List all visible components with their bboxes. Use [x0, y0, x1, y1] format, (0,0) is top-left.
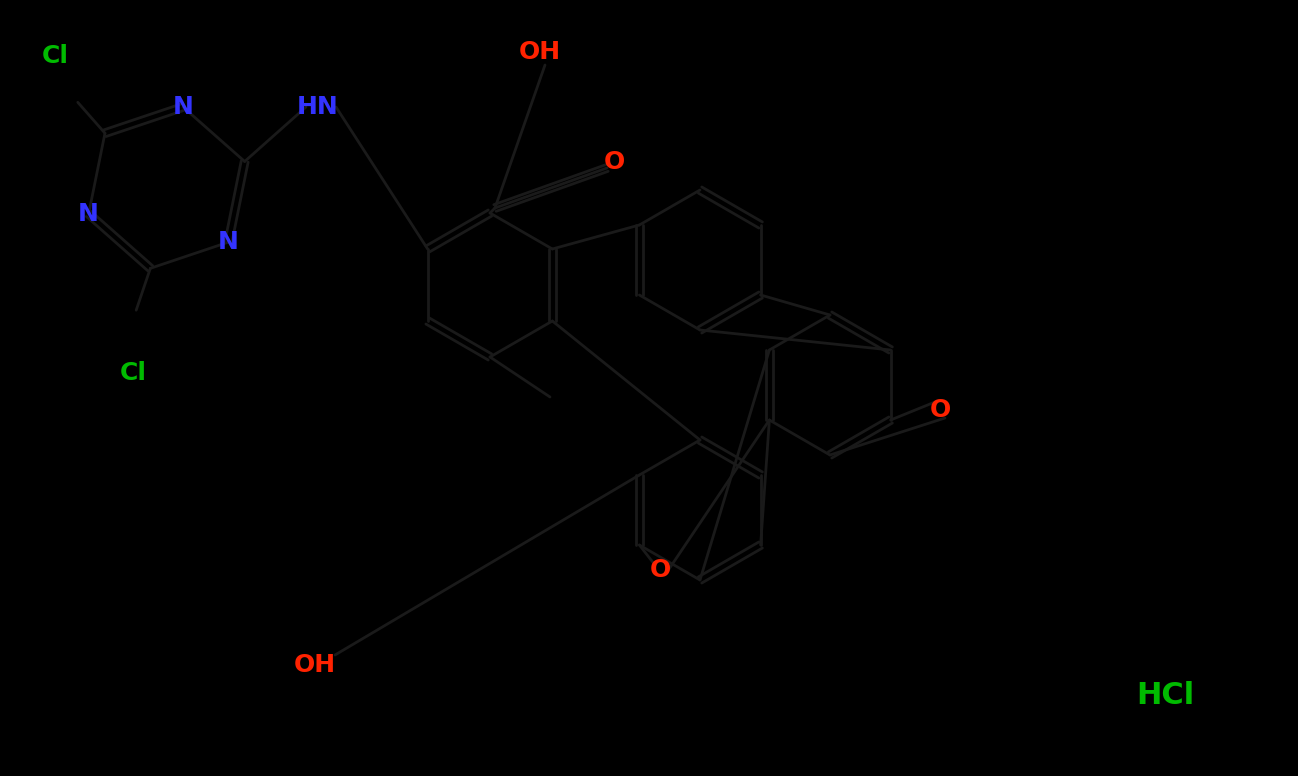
Text: Cl: Cl	[119, 361, 147, 385]
Text: N: N	[173, 95, 193, 119]
Text: O: O	[649, 558, 671, 582]
Text: O: O	[604, 150, 624, 174]
Text: OH: OH	[293, 653, 336, 677]
Text: HN: HN	[297, 95, 339, 119]
Text: Cl: Cl	[42, 44, 69, 68]
Text: HCl: HCl	[1136, 681, 1194, 709]
Text: OH: OH	[519, 40, 561, 64]
Text: N: N	[78, 202, 99, 226]
Text: O: O	[929, 398, 950, 422]
Text: N: N	[218, 230, 239, 255]
